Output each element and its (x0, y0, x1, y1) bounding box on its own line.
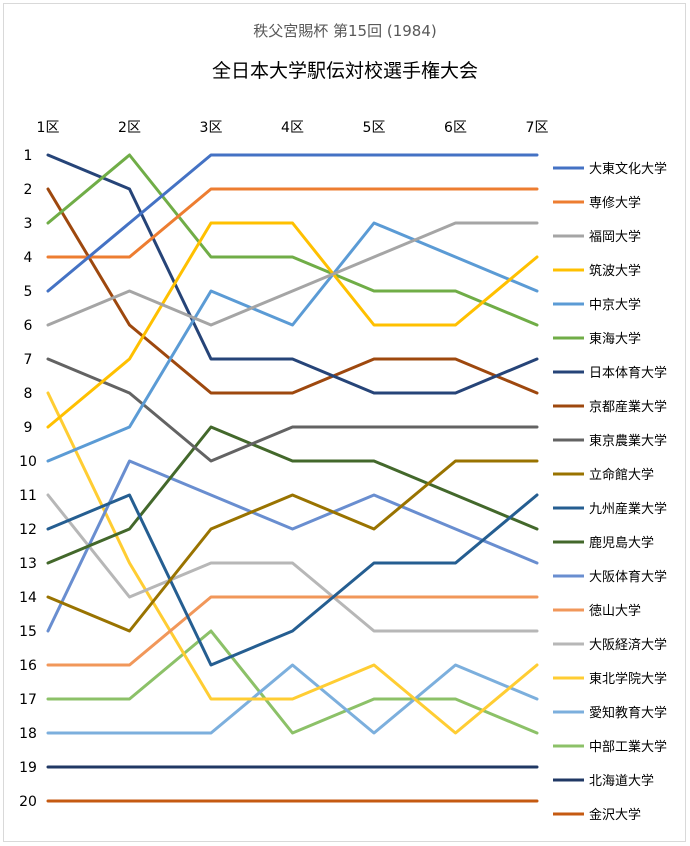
legend-item: 立命館大学 (553, 467, 654, 483)
legend-item: 東海大学 (553, 331, 641, 347)
legend-item: 愛知教育大学 (553, 705, 667, 721)
legend-label: 大阪経済大学 (589, 637, 667, 653)
series-line (46, 595, 539, 667)
legend-item: 北海道大学 (553, 773, 654, 789)
legend-label: 九州産業大学 (589, 501, 667, 517)
legend-item: 大阪体育大学 (553, 569, 667, 585)
legend-label: 東京農業大学 (589, 433, 667, 449)
legend-label: 専修大学 (589, 195, 641, 211)
y-tick-label: 13 (19, 556, 37, 572)
series-line (46, 221, 539, 463)
legend-label: 大阪体育大学 (589, 569, 667, 585)
x-axis-ticks: 1区 2区 3区 4区 5区 6区 7区 (37, 120, 549, 136)
y-tick-label: 17 (19, 692, 37, 708)
legend-label: 東海大学 (589, 331, 641, 347)
legend-label: 徳山大学 (589, 603, 641, 619)
legend-item: 東京農業大学 (553, 433, 667, 449)
legend-label: 京都産業大学 (589, 399, 667, 415)
series-line (46, 391, 539, 735)
chart-title: 全日本大学駅伝対校選手権大会 (211, 60, 478, 82)
legend-item: 福岡大学 (553, 229, 641, 245)
legend-label: 東北学院大学 (589, 671, 667, 687)
y-tick-label: 14 (19, 590, 37, 606)
series-line (46, 221, 539, 429)
x-tick-label: 7区 (526, 120, 549, 136)
y-tick-label: 16 (19, 658, 37, 674)
x-tick-label: 3区 (200, 120, 223, 136)
legend-label: 筑波大学 (589, 263, 641, 279)
y-tick-label: 12 (19, 522, 37, 538)
legend-item: 東北学院大学 (553, 671, 667, 687)
series-line (46, 459, 539, 633)
x-tick-label: 5区 (363, 120, 386, 136)
legend-label: 大東文化大学 (589, 161, 667, 177)
legend-item: 筑波大学 (553, 263, 641, 279)
series-line (46, 425, 539, 565)
series-line (46, 221, 539, 327)
legend-item: 中京大学 (553, 297, 641, 313)
y-tick-label: 3 (24, 216, 33, 232)
legend-label: 日本体育大学 (589, 365, 667, 381)
x-tick-label: 6区 (444, 120, 467, 136)
series-line (46, 153, 539, 395)
legend-item: 九州産業大学 (553, 501, 667, 517)
series-line (46, 629, 539, 735)
y-tick-label: 7 (24, 352, 33, 368)
series-lines (46, 153, 539, 803)
legend-item: 京都産業大学 (553, 399, 667, 415)
legend-item: 日本体育大学 (553, 365, 667, 381)
legend-item: 大阪経済大学 (553, 637, 667, 653)
chart-subtitle: 秩父宮賜杯 第15回 (1984) (253, 22, 437, 40)
series-line (46, 493, 539, 633)
series-line (46, 357, 539, 463)
y-tick-label: 8 (24, 386, 33, 402)
y-tick-label: 10 (19, 454, 37, 470)
legend-item: 中部工業大学 (553, 739, 667, 755)
legend-item: 金沢大学 (553, 807, 641, 823)
legend-label: 愛知教育大学 (589, 705, 667, 721)
series-line (46, 153, 539, 293)
y-tick-label: 9 (24, 420, 33, 436)
legend-label: 北海道大学 (589, 773, 654, 789)
series-line (46, 459, 539, 633)
series-line (46, 663, 539, 735)
legend-item: 大東文化大学 (553, 161, 667, 177)
y-tick-label: 1 (24, 148, 33, 164)
series-line (46, 187, 539, 259)
series-line (46, 493, 539, 667)
y-tick-label: 5 (24, 284, 33, 300)
x-tick-label: 2区 (118, 120, 141, 136)
legend-item: 徳山大学 (553, 603, 641, 619)
series-line (46, 187, 539, 395)
y-tick-label: 15 (19, 624, 37, 640)
legend-label: 中京大学 (589, 297, 641, 313)
legend-label: 立命館大学 (589, 467, 654, 483)
series-line (46, 153, 539, 327)
legend-label: 鹿児島大学 (589, 535, 654, 551)
legend: 大東文化大学専修大学福岡大学筑波大学中京大学東海大学日本体育大学京都産業大学東京… (553, 161, 667, 823)
legend-label: 福岡大学 (589, 229, 641, 245)
legend-label: 金沢大学 (589, 807, 641, 823)
y-tick-label: 11 (19, 488, 37, 504)
x-tick-label: 4区 (281, 120, 304, 136)
y-tick-label: 6 (24, 318, 33, 334)
y-tick-label: 2 (24, 182, 33, 198)
legend-item: 専修大学 (553, 195, 641, 211)
chart-frame (3, 3, 686, 842)
y-tick-label: 4 (24, 250, 33, 266)
y-tick-label: 19 (19, 760, 37, 776)
legend-item: 鹿児島大学 (553, 535, 654, 551)
y-tick-label: 18 (19, 726, 37, 742)
y-tick-label: 20 (19, 794, 37, 810)
legend-label: 中部工業大学 (589, 739, 667, 755)
x-tick-label: 1区 (37, 120, 60, 136)
